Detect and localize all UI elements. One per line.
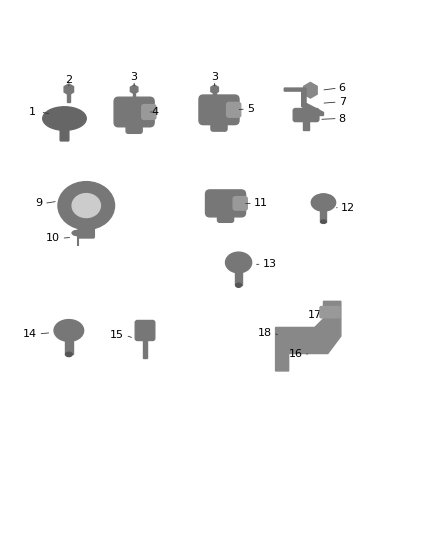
FancyBboxPatch shape xyxy=(199,95,239,125)
Text: 15: 15 xyxy=(110,330,124,340)
Bar xyxy=(321,206,326,222)
Bar xyxy=(143,336,147,358)
Text: 3: 3 xyxy=(211,72,218,83)
Text: 4: 4 xyxy=(152,107,159,117)
Ellipse shape xyxy=(321,220,326,223)
FancyBboxPatch shape xyxy=(293,109,319,122)
Text: 9: 9 xyxy=(35,198,43,208)
Polygon shape xyxy=(284,88,323,116)
Text: 18: 18 xyxy=(258,328,272,337)
FancyBboxPatch shape xyxy=(114,97,154,127)
FancyBboxPatch shape xyxy=(211,116,227,131)
Bar xyxy=(67,91,71,102)
FancyBboxPatch shape xyxy=(205,190,246,217)
Text: 3: 3 xyxy=(131,72,138,83)
Text: 16: 16 xyxy=(289,350,303,359)
Text: 5: 5 xyxy=(247,104,254,114)
Bar xyxy=(213,91,216,102)
FancyBboxPatch shape xyxy=(320,306,340,318)
FancyBboxPatch shape xyxy=(226,102,241,117)
Text: 10: 10 xyxy=(46,233,60,243)
Bar xyxy=(65,335,73,354)
Text: 2: 2 xyxy=(65,75,72,85)
Text: 13: 13 xyxy=(262,260,276,269)
FancyBboxPatch shape xyxy=(142,104,156,119)
Ellipse shape xyxy=(66,352,72,357)
Text: 7: 7 xyxy=(339,97,346,107)
Ellipse shape xyxy=(54,320,84,341)
Ellipse shape xyxy=(311,194,336,211)
Text: 6: 6 xyxy=(339,83,346,93)
Bar xyxy=(235,266,242,285)
Text: 1: 1 xyxy=(29,107,36,117)
Ellipse shape xyxy=(72,193,100,217)
FancyBboxPatch shape xyxy=(78,226,94,238)
FancyBboxPatch shape xyxy=(60,124,69,141)
FancyBboxPatch shape xyxy=(126,118,142,133)
Ellipse shape xyxy=(58,182,115,230)
FancyBboxPatch shape xyxy=(233,197,247,210)
FancyBboxPatch shape xyxy=(135,320,155,341)
Text: 14: 14 xyxy=(23,329,37,339)
Text: 17: 17 xyxy=(307,310,322,320)
Ellipse shape xyxy=(236,283,241,287)
Ellipse shape xyxy=(72,230,83,236)
Polygon shape xyxy=(276,301,341,371)
Ellipse shape xyxy=(226,252,252,273)
FancyBboxPatch shape xyxy=(218,209,233,222)
Ellipse shape xyxy=(43,107,86,130)
Text: 8: 8 xyxy=(339,114,346,124)
Bar xyxy=(303,118,309,130)
Text: 11: 11 xyxy=(254,198,268,208)
Text: 12: 12 xyxy=(341,203,355,213)
Bar xyxy=(133,91,135,102)
